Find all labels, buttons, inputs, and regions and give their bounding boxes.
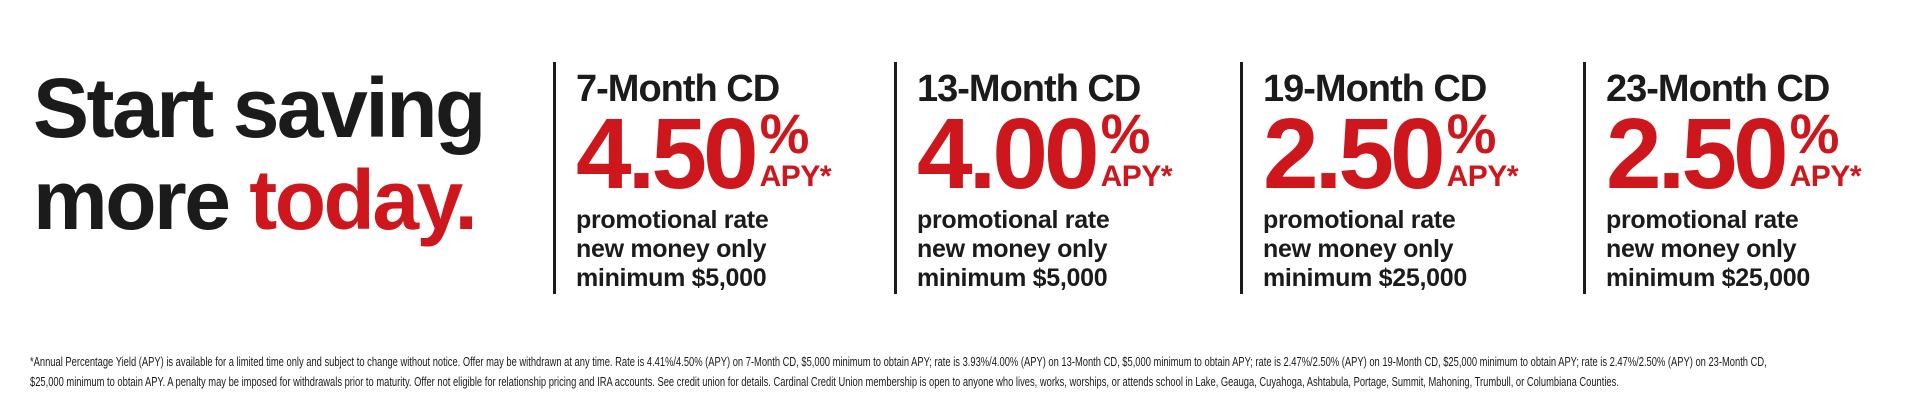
detail-new-money-only: new money only xyxy=(576,235,767,263)
detail-minimum-deposit: minimum $5,000 xyxy=(917,264,1108,292)
headline-line1: Start saving xyxy=(33,61,486,155)
detail-promotional-rate: promotional rate xyxy=(917,206,1110,234)
column-divider xyxy=(553,62,556,294)
cd-term-title: 23-Month CD xyxy=(1606,68,1830,110)
detail-minimum-deposit: minimum $5,000 xyxy=(576,264,767,292)
cd-card-19-month: 19-Month CD 2.50 % APY* promotional rate… xyxy=(1240,62,1576,294)
disclaimer-text: *Annual Percentage Yield (APY) is availa… xyxy=(30,354,1767,389)
apy-label: APY* xyxy=(759,160,832,193)
rate-suffix: % APY* xyxy=(1100,102,1173,193)
apy-label: APY* xyxy=(1100,160,1173,193)
column-divider xyxy=(1583,62,1586,294)
apy-label: APY* xyxy=(1446,160,1519,193)
rate-value: 4.50 xyxy=(576,98,759,210)
cd-card-13-month: 13-Month CD 4.00 % APY* promotional rate… xyxy=(894,62,1230,294)
cd-card-7-month: 7-Month CD 4.50 % APY* promotional rate … xyxy=(553,62,889,294)
percent-sign: % xyxy=(1100,102,1151,165)
headline: Start saving more today. xyxy=(33,61,486,247)
cd-rate: 2.50 % APY* xyxy=(1263,98,1576,210)
cd-card-23-month: 23-Month CD 2.50 % APY* promotional rate… xyxy=(1583,62,1919,294)
apy-label: APY* xyxy=(1789,160,1862,193)
detail-promotional-rate: promotional rate xyxy=(576,206,769,234)
detail-new-money-only: new money only xyxy=(1263,235,1454,263)
percent-sign: % xyxy=(1789,102,1840,165)
detail-minimum-deposit: minimum $25,000 xyxy=(1606,264,1810,292)
rate-suffix: % APY* xyxy=(1789,102,1862,193)
detail-new-money-only: new money only xyxy=(1606,235,1797,263)
rate-suffix: % APY* xyxy=(1446,102,1519,193)
headline-line2-accent: today. xyxy=(249,152,478,247)
rate-value: 2.50 xyxy=(1606,98,1789,210)
detail-promotional-rate: promotional rate xyxy=(1263,206,1456,234)
cd-term-title: 19-Month CD xyxy=(1263,68,1487,110)
cd-rate: 4.50 % APY* xyxy=(576,98,889,210)
column-divider xyxy=(1240,62,1243,294)
rate-value: 2.50 xyxy=(1263,98,1446,210)
percent-sign: % xyxy=(759,102,810,165)
percent-sign: % xyxy=(1446,102,1497,165)
rate-value: 4.00 xyxy=(917,98,1100,210)
cd-rate: 4.00 % APY* xyxy=(917,98,1230,210)
rate-suffix: % APY* xyxy=(759,102,832,193)
detail-promotional-rate: promotional rate xyxy=(1606,206,1799,234)
detail-minimum-deposit: minimum $25,000 xyxy=(1263,264,1467,292)
cd-term-title: 13-Month CD xyxy=(917,68,1141,110)
detail-new-money-only: new money only xyxy=(917,235,1108,263)
cd-term-title: 7-Month CD xyxy=(576,68,780,110)
column-divider xyxy=(894,62,897,294)
headline-line2-prefix: more xyxy=(33,152,250,247)
cd-rate: 2.50 % APY* xyxy=(1606,98,1919,210)
